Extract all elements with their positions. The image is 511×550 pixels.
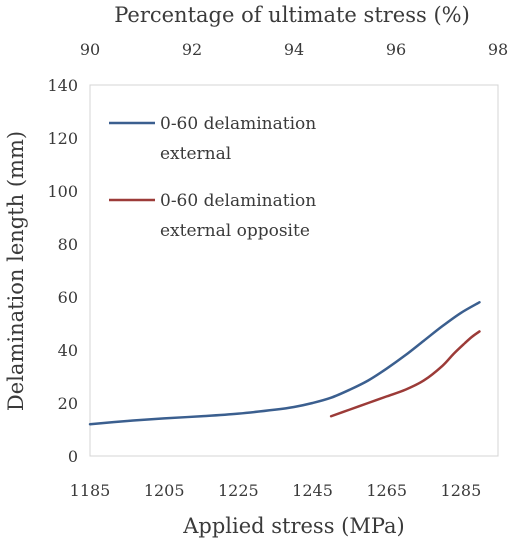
legend-label-1: external [160, 144, 231, 164]
y-tick-label: 20 [58, 394, 78, 413]
top-axis-tick-label: 98 [488, 40, 508, 59]
top-axis-tick-label: 94 [284, 40, 304, 59]
y-tick-label: 120 [47, 129, 78, 148]
legend-label-2: external opposite [160, 221, 310, 241]
plot-area [89, 84, 499, 457]
legend-label-2: 0-60 delamination [160, 191, 316, 211]
x-tick-label: 1245 [292, 481, 333, 500]
x-tick-label: 1265 [366, 481, 407, 500]
y-axis-title: Delamination length (mm) [4, 131, 28, 411]
x-axis-title: Applied stress (MPa) [182, 514, 405, 538]
legend: 0-60 delamination external 0-60 delaminati… [109, 114, 316, 241]
series-line-2 [329, 330, 481, 418]
x-tick-label: 1205 [144, 481, 185, 500]
series-line-1 [88, 301, 481, 426]
x-axis-ticks: 1185 1205 1225 1245 1265 1285 [70, 481, 482, 500]
top-axis-tick-label: 96 [386, 40, 406, 59]
y-tick-label: 60 [58, 288, 78, 307]
top-axis-tick-label: 90 [80, 40, 100, 59]
series-lines [88, 301, 481, 426]
top-axis-title: Percentage of ultimate stress (%) [114, 3, 470, 27]
y-tick-label: 140 [47, 76, 78, 95]
y-tick-label: 80 [58, 235, 78, 254]
y-axis-ticks: 0 20 40 60 80 100 120 140 [47, 76, 78, 466]
top-axis-tick-label: 92 [182, 40, 202, 59]
legend-label-1: 0-60 delamination [160, 114, 316, 134]
y-tick-label: 40 [58, 341, 78, 360]
top-axis-ticks: 90 92 94 96 98 [80, 40, 508, 59]
y-tick-label: 0 [68, 447, 78, 466]
x-tick-label: 1285 [441, 481, 482, 500]
x-tick-label: 1225 [218, 481, 259, 500]
y-tick-label: 100 [47, 182, 78, 201]
x-tick-label: 1185 [70, 481, 111, 500]
